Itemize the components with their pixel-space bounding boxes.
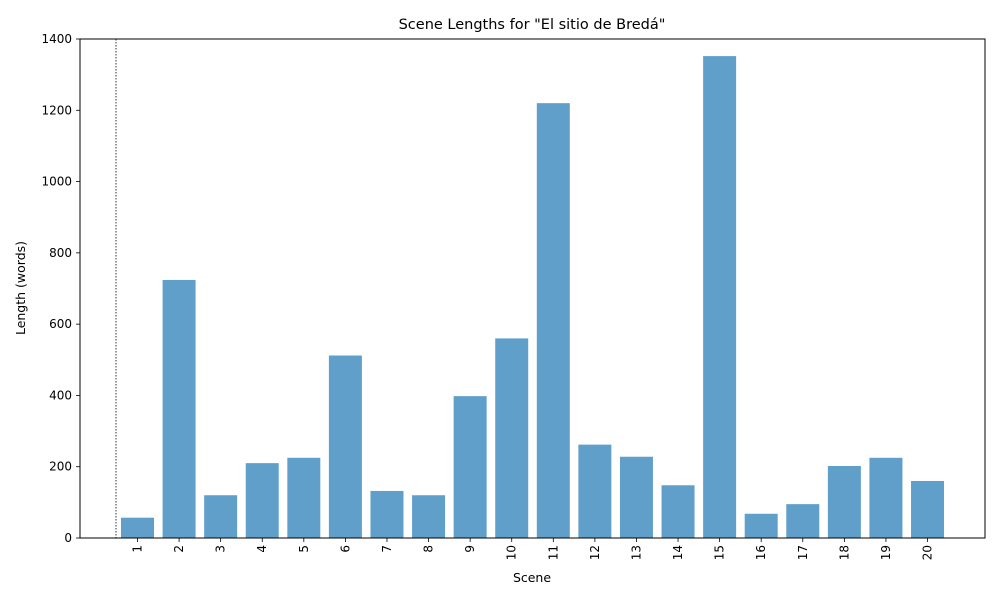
bar-scene-16 bbox=[744, 513, 778, 538]
x-tick-label: 4 bbox=[255, 545, 269, 553]
bar-scene-7 bbox=[370, 490, 404, 538]
bar-scene-1 bbox=[121, 517, 154, 538]
bar-scene-5 bbox=[287, 457, 321, 538]
bar-scene-8 bbox=[412, 495, 446, 538]
bar-scene-9 bbox=[453, 396, 487, 538]
x-tick-label: 11 bbox=[546, 545, 560, 560]
bar-scene-14 bbox=[661, 485, 695, 538]
x-tick-label: 13 bbox=[629, 545, 643, 560]
x-tick-label: 5 bbox=[297, 545, 311, 553]
plot-frame bbox=[79, 38, 986, 539]
y-tick-label: 400 bbox=[49, 388, 72, 402]
y-tick-label: 1400 bbox=[41, 32, 72, 46]
x-tick-label: 6 bbox=[338, 545, 352, 553]
y-tick-label: 200 bbox=[49, 460, 72, 474]
bar-scene-19 bbox=[869, 457, 903, 538]
x-tick-label: 1 bbox=[131, 545, 145, 553]
bar-scene-15 bbox=[703, 56, 737, 539]
bar-scene-6 bbox=[328, 355, 362, 538]
y-tick-label: 1200 bbox=[41, 103, 72, 117]
x-tick-label: 17 bbox=[796, 545, 810, 560]
bar-scene-20 bbox=[911, 480, 945, 538]
x-tick-label: 7 bbox=[380, 545, 394, 553]
y-axis: 0 200 400 600 800 1000 1200 1400 bbox=[41, 32, 80, 545]
x-tick-label: 3 bbox=[214, 545, 228, 553]
y-tick-label: 0 bbox=[64, 531, 72, 545]
x-tick-label: 12 bbox=[588, 545, 602, 560]
bar-scene-12 bbox=[578, 444, 612, 538]
x-tick-label: 16 bbox=[754, 545, 768, 560]
bars-layer bbox=[121, 56, 945, 539]
bar-scene-2 bbox=[162, 279, 196, 538]
chart-title: Scene Lengths for "El sitio de Bredá" bbox=[399, 17, 666, 33]
x-tick-label: 10 bbox=[505, 545, 519, 560]
x-tick-label: 15 bbox=[713, 545, 727, 560]
x-axis: 1 2 3 4 5 6 7 8 9 10 11 12 13 14 15 16 17 18 19 20 bbox=[131, 538, 935, 560]
bar-scene-17 bbox=[786, 504, 820, 538]
x-axis-label: Scene bbox=[513, 570, 551, 585]
x-tick-label: 14 bbox=[671, 545, 685, 560]
bar-scene-4 bbox=[245, 463, 279, 538]
x-tick-label: 19 bbox=[879, 545, 893, 560]
y-axis-label: Length (words) bbox=[13, 241, 28, 335]
y-tick-label: 800 bbox=[49, 246, 72, 260]
bar-scene-3 bbox=[204, 495, 238, 538]
x-tick-label: 2 bbox=[172, 545, 186, 553]
y-tick-label: 1000 bbox=[41, 175, 72, 189]
y-tick-label: 600 bbox=[49, 317, 72, 331]
x-tick-label: 20 bbox=[921, 545, 935, 560]
x-tick-label: 9 bbox=[463, 545, 477, 553]
bar-scene-10 bbox=[495, 338, 529, 538]
bar-scene-18 bbox=[827, 466, 861, 538]
x-tick-label: 18 bbox=[837, 545, 851, 560]
bar-scene-13 bbox=[619, 456, 653, 538]
x-tick-label: 8 bbox=[422, 545, 436, 553]
bar-scene-11 bbox=[536, 103, 570, 538]
